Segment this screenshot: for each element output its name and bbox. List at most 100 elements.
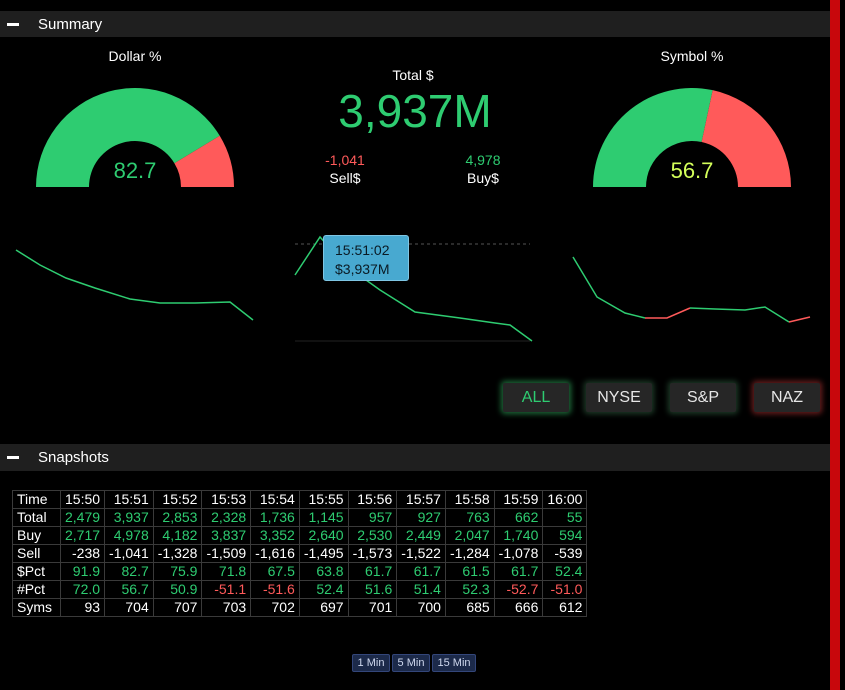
row-label: Buy xyxy=(12,526,61,545)
table-cell: -1,284 xyxy=(444,544,495,563)
table-cell: 61.5 xyxy=(444,562,495,581)
column-header: 15:53 xyxy=(201,490,252,509)
table-row: $Pct 91.9 82.7 75.9 71.8 67.5 63.8 61.7 61.7 61.5… xyxy=(12,562,588,581)
row-label: #Pct xyxy=(12,580,61,599)
column-header: 15:52 xyxy=(152,490,203,509)
interval-5min-button[interactable]: 5 Min xyxy=(392,654,430,672)
table-row: Sell -238 -1,041 -1,328 -1,509 -1,616 -1,495 -1… xyxy=(12,544,588,563)
row-label: Total xyxy=(12,508,61,527)
table-cell: 594 xyxy=(542,526,588,545)
table-cell: 75.9 xyxy=(152,562,203,581)
table-cell: 4,182 xyxy=(152,526,203,545)
table-row: Syms 93 704 707 703 702 697 701 700 685 666 612 xyxy=(12,598,588,617)
table-cell: 3,937 xyxy=(104,508,154,527)
gauge-negative-segment xyxy=(174,135,234,187)
buy-label: Buy$ xyxy=(467,170,499,186)
table-cell: 91.9 xyxy=(59,562,106,581)
table-cell: 56.7 xyxy=(104,580,154,599)
table-cell: 67.5 xyxy=(250,562,300,581)
column-header: 15:50 xyxy=(59,490,106,509)
table-cell: -51.1 xyxy=(201,580,252,599)
table-cell: 704 xyxy=(104,598,154,617)
column-header: 15:51 xyxy=(104,490,154,509)
table-cell: 1,145 xyxy=(298,508,349,527)
table-cell: -539 xyxy=(542,544,588,563)
table-cell: 707 xyxy=(152,598,203,617)
column-header: 15:54 xyxy=(250,490,300,509)
table-cell: 82.7 xyxy=(104,562,154,581)
table-cell: 2,479 xyxy=(59,508,106,527)
table-cell: 612 xyxy=(542,598,588,617)
summary-header: Summary xyxy=(0,11,830,37)
interval-1min-button[interactable]: 1 Min xyxy=(352,654,390,672)
sell-value: -1,041 xyxy=(325,152,365,168)
column-header-label: Time xyxy=(12,490,61,509)
dollar-gauge xyxy=(36,88,234,187)
buy-value: 4,978 xyxy=(465,152,501,168)
gauge-positive-segment xyxy=(36,88,220,187)
table-cell: 72.0 xyxy=(59,580,106,599)
table-cell: 1,736 xyxy=(250,508,300,527)
table-cell: 2,530 xyxy=(347,526,398,545)
table-cell: 703 xyxy=(201,598,252,617)
table-cell: -1,616 xyxy=(250,544,300,563)
dollar-pct-label: Dollar % xyxy=(108,48,162,64)
table-cell: -51.0 xyxy=(542,580,588,599)
interval-15min-button[interactable]: 15 Min xyxy=(432,654,476,672)
scrollbar[interactable] xyxy=(830,0,840,690)
table-cell: -1,078 xyxy=(493,544,544,563)
table-cell: -51.6 xyxy=(250,580,300,599)
table-cell: 2,853 xyxy=(152,508,203,527)
total-value: 3,937M xyxy=(338,85,492,137)
column-header: 15:58 xyxy=(444,490,495,509)
chart-tooltip: 15:51:02 $3,937M xyxy=(323,235,409,281)
table-cell: -1,328 xyxy=(152,544,203,563)
table-cell: 4,978 xyxy=(104,526,154,545)
column-header: 15:56 xyxy=(347,490,398,509)
table-header-row: Time 15:50 15:51 15:52 15:53 15:54 15:55 15:56 1… xyxy=(12,490,588,509)
table-cell: 1,740 xyxy=(493,526,544,545)
gauge-negative-segment xyxy=(701,90,791,187)
sell-label: Sell$ xyxy=(329,170,361,186)
table-cell: 93 xyxy=(59,598,106,617)
table-cell: 51.4 xyxy=(396,580,446,599)
table-cell: -1,041 xyxy=(104,544,154,563)
table-cell: 61.7 xyxy=(347,562,398,581)
table-cell: 3,352 xyxy=(250,526,300,545)
table-cell: -1,495 xyxy=(298,544,349,563)
market-sp-button[interactable]: S&P xyxy=(670,383,736,412)
collapse-icon[interactable] xyxy=(7,22,19,26)
table-cell: 55 xyxy=(542,508,588,527)
table-cell: 662 xyxy=(493,508,544,527)
table-cell: -52.7 xyxy=(493,580,544,599)
table-cell: -1,509 xyxy=(201,544,252,563)
table-cell: 700 xyxy=(396,598,446,617)
collapse-icon[interactable] xyxy=(7,456,19,459)
total-label: Total $ xyxy=(392,67,434,83)
table-cell: 52.4 xyxy=(298,580,349,599)
table-cell: 957 xyxy=(347,508,398,527)
table-cell: -238 xyxy=(59,544,106,563)
table-row: Total 2,479 3,937 2,853 2,328 1,736 1,145 957 92… xyxy=(12,508,588,527)
table-cell: 63.8 xyxy=(298,562,349,581)
market-naz-button[interactable]: NAZ xyxy=(754,383,820,412)
market-all-button[interactable]: ALL xyxy=(503,383,569,412)
table-cell: 52.4 xyxy=(542,562,588,581)
table-cell: 61.7 xyxy=(493,562,544,581)
table-cell: 927 xyxy=(396,508,446,527)
table-row: Buy 2,717 4,978 4,182 3,837 3,352 2,640 2,530 2,… xyxy=(12,526,588,545)
summary-title: Summary xyxy=(38,15,103,33)
table-cell: 50.9 xyxy=(152,580,203,599)
table-cell: 701 xyxy=(347,598,398,617)
dollar-sparkline xyxy=(15,249,254,321)
market-nyse-button[interactable]: NYSE xyxy=(586,383,652,412)
table-cell: -1,573 xyxy=(347,544,398,563)
table-cell: 2,047 xyxy=(444,526,495,545)
row-label: Syms xyxy=(12,598,61,617)
column-header: 15:57 xyxy=(396,490,446,509)
table-cell: 61.7 xyxy=(396,562,446,581)
symbol-sparkline xyxy=(572,256,811,323)
table-cell: 2,717 xyxy=(59,526,106,545)
tooltip-time: 15:51:02 xyxy=(335,242,390,258)
table-row: #Pct 72.0 56.7 50.9 -51.1 -51.6 52.4 51.6 51.4 52… xyxy=(12,580,588,599)
